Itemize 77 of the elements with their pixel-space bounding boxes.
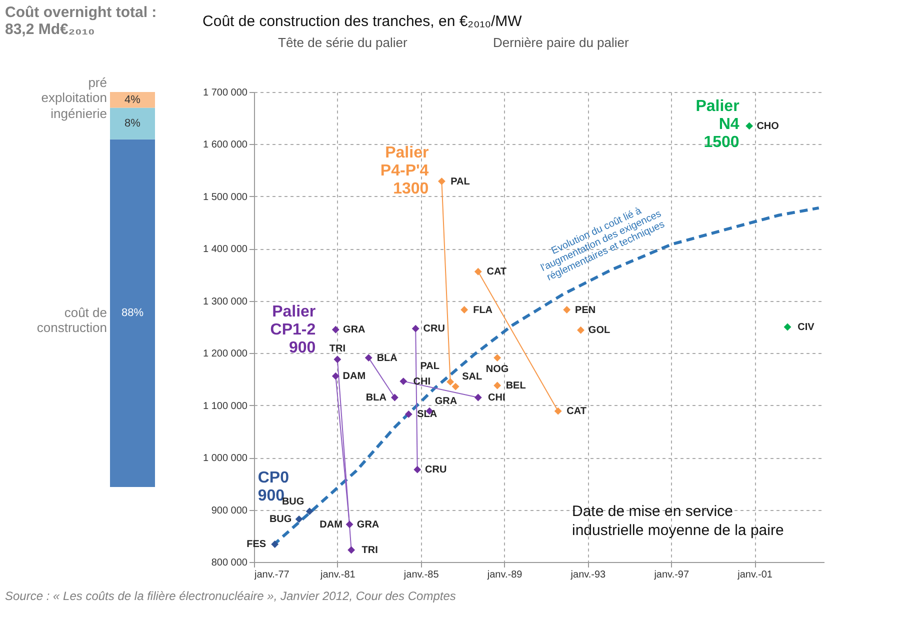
annotation: NOG: [486, 364, 509, 375]
x-tick-label: janv.-77: [254, 570, 290, 580]
point: [414, 466, 422, 474]
point: [746, 122, 754, 130]
point: [271, 540, 279, 548]
annotation: CAT: [566, 406, 586, 418]
point: [494, 354, 502, 362]
text: Tête de série du palier: [278, 35, 408, 50]
annotation: SLA: [417, 409, 438, 420]
point: [332, 326, 340, 334]
series-label: ingénierie: [50, 106, 107, 121]
data-label: 4%: [124, 94, 141, 106]
chart-title: Coût overnight total : 83,2 Md€₂₀₁₀: [5, 4, 157, 38]
series-label: Palier N4 1500: [696, 98, 740, 151]
point: [554, 407, 562, 415]
x-tick-label: janv.-81: [320, 570, 356, 580]
y-tick-label: 1 100 000: [203, 400, 248, 412]
point: [460, 306, 468, 314]
annotation: SAL: [462, 372, 482, 383]
y-tick-label: 1 700 000: [203, 88, 248, 98]
point: [494, 382, 502, 390]
annotation: CHI: [488, 392, 506, 404]
annotation: TRI: [362, 544, 378, 556]
x-tick-label: janv.-85: [402, 570, 440, 580]
annotation: DAM: [320, 519, 342, 530]
series-label: Palier P4-P'4 1300: [380, 144, 429, 198]
x-axis-title: Date de mise en service industrielle moyenne de la paire: [572, 503, 784, 539]
annotation: GRA: [343, 324, 366, 336]
annotation: CAT: [486, 266, 507, 278]
annotation: GRA: [434, 396, 458, 408]
series-label: coût de construction: [36, 305, 107, 336]
point: [295, 515, 303, 523]
annotation: CHO: [756, 120, 780, 132]
annotation: TRI: [329, 343, 346, 354]
y-tick-label: 1 300 000: [203, 296, 248, 308]
y-tick-label: 1 400 000: [203, 244, 248, 256]
annotation: DAM: [342, 371, 366, 382]
annotation: FLA: [473, 304, 493, 316]
annotation: BLA: [366, 392, 386, 404]
y-tick-label: 800 000: [211, 558, 248, 568]
annotation: PEN: [575, 304, 596, 316]
y-tick-label: 1 600 000: [203, 140, 248, 151]
x-tick-label: janv.-93: [570, 570, 606, 580]
point: [348, 546, 356, 554]
x-tick-label: janv.-97: [653, 570, 690, 580]
text: Dernière paire du palier: [493, 35, 630, 50]
y-tick-label: 900 000: [211, 505, 248, 516]
annotation: PAL: [450, 176, 470, 188]
annotation: GOL: [588, 325, 610, 336]
annotation: FES: [246, 539, 266, 550]
point: [577, 326, 584, 334]
source-note: Source : « Les coûts de la filière électronucléaire », Janvier 2012, Cour des Comptes: [5, 589, 456, 603]
point: [438, 178, 446, 186]
point: [404, 410, 412, 418]
annotation: CRU: [425, 464, 447, 476]
annotation: CIV: [798, 322, 815, 333]
point: [784, 323, 792, 331]
data-label: 8%: [124, 118, 141, 130]
chart-title: Coût de construction des tranches, en €₂₀₁₀/MW: [202, 13, 523, 30]
point: [563, 306, 571, 314]
y-tick-label: 1 500 000: [203, 192, 248, 203]
point: [306, 508, 314, 516]
annotation: BUG: [269, 514, 292, 526]
y-tick-label: 1 200 000: [203, 348, 248, 360]
point: [474, 268, 482, 276]
data-label: 88%: [121, 307, 144, 320]
point: [412, 324, 420, 332]
x-tick-label: janv.-01: [736, 570, 773, 580]
annotation: GRA: [356, 519, 380, 530]
series-label: Palier CP1-2 900: [270, 304, 316, 357]
y-tick-label: 1 000 000: [203, 453, 248, 464]
x-tick-label: janv.-89: [486, 570, 523, 580]
annotation: CRU: [423, 324, 445, 335]
annotation: BLA: [376, 352, 398, 364]
point: [334, 356, 342, 364]
annotation: PAL: [420, 360, 440, 372]
annotation: BEL: [506, 380, 526, 392]
